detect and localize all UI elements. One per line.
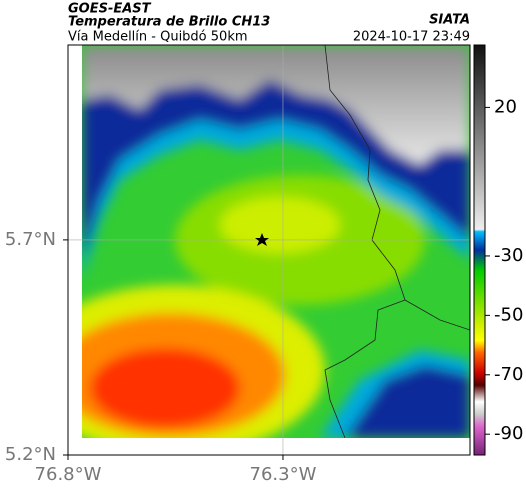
timestamp: 2024-10-17 23:49 — [353, 30, 470, 45]
colorbar-tick-label: -50 — [494, 304, 523, 325]
map-frame — [67, 44, 471, 456]
location-marker — [255, 233, 269, 246]
colorbar-tick-label: 20 — [494, 96, 517, 117]
colorbar-tick-label: -90 — [494, 423, 523, 444]
source: SIATA — [429, 13, 470, 28]
y-tick-label: 5.7°N — [5, 229, 56, 250]
x-tick-label: 76.8°W — [35, 464, 102, 485]
x-tick-label: 76.3°W — [250, 464, 317, 485]
colorbar-tick-label: -70 — [494, 364, 523, 385]
title: GOES-EAST — [68, 2, 152, 17]
subtitle: Temperatura de Brillo CH13 — [68, 15, 270, 30]
location: Vía Medellín - Quibdó 50km — [68, 30, 248, 45]
y-tick-label: 5.2°N — [5, 444, 56, 465]
colorbar-tick-label: -30 — [494, 245, 523, 266]
satellite-image — [82, 45, 470, 438]
colorbar — [473, 44, 486, 456]
